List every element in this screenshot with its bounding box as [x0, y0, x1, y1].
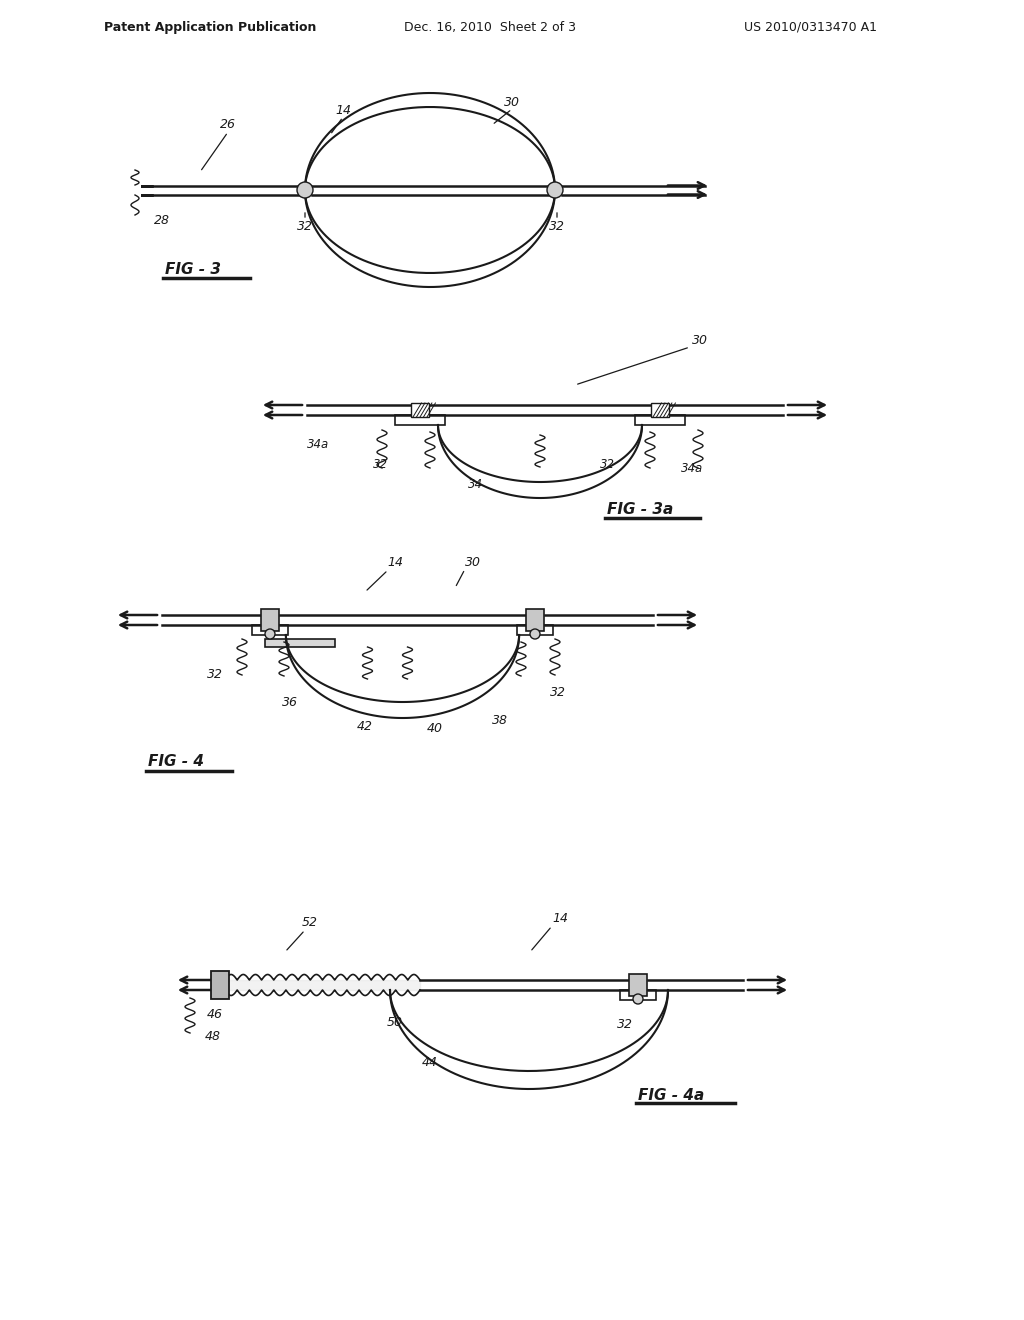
- Circle shape: [547, 182, 563, 198]
- Text: 42: 42: [357, 719, 373, 733]
- Bar: [651, 403, 669, 417]
- Text: 32: 32: [373, 458, 387, 470]
- Bar: [635, 414, 685, 425]
- Circle shape: [530, 630, 540, 639]
- Text: 44: 44: [422, 1056, 438, 1068]
- Text: 32: 32: [550, 685, 566, 698]
- Text: 14: 14: [335, 103, 351, 116]
- Bar: [252, 624, 288, 635]
- Bar: [411, 403, 429, 417]
- Text: 46: 46: [207, 1008, 223, 1022]
- Bar: [265, 639, 335, 647]
- Text: 50: 50: [387, 1015, 403, 1028]
- Text: US 2010/0313470 A1: US 2010/0313470 A1: [743, 21, 877, 33]
- Text: 26: 26: [220, 119, 236, 132]
- Text: Patent Application Publication: Patent Application Publication: [103, 21, 316, 33]
- Bar: [517, 624, 553, 635]
- Bar: [261, 609, 279, 631]
- Text: 48: 48: [205, 1031, 221, 1044]
- Text: 30: 30: [692, 334, 708, 346]
- Text: FIG - 3a: FIG - 3a: [607, 503, 673, 517]
- Circle shape: [265, 630, 275, 639]
- Bar: [629, 974, 647, 997]
- Text: 34: 34: [468, 478, 482, 491]
- Text: 38: 38: [492, 714, 508, 726]
- Text: FIG - 4a: FIG - 4a: [638, 1088, 705, 1102]
- Text: 36: 36: [282, 696, 298, 709]
- Text: FIG - 3: FIG - 3: [165, 263, 221, 277]
- Text: 32: 32: [297, 220, 313, 234]
- Circle shape: [633, 994, 643, 1005]
- Text: Dec. 16, 2010  Sheet 2 of 3: Dec. 16, 2010 Sheet 2 of 3: [404, 21, 575, 33]
- Text: 32: 32: [207, 668, 223, 681]
- Bar: [211, 972, 229, 999]
- Text: 32: 32: [617, 1019, 633, 1031]
- Text: 40: 40: [427, 722, 443, 735]
- Text: FIG - 4: FIG - 4: [148, 755, 204, 770]
- Bar: [526, 609, 544, 631]
- Text: 32: 32: [549, 220, 565, 234]
- Circle shape: [297, 182, 313, 198]
- Text: 14: 14: [552, 912, 568, 924]
- Text: 32: 32: [599, 458, 614, 470]
- Text: 34a: 34a: [307, 438, 329, 451]
- Text: 30: 30: [504, 95, 520, 108]
- Text: 14: 14: [387, 557, 403, 569]
- Bar: [395, 414, 445, 425]
- Text: 34a: 34a: [681, 462, 703, 474]
- Text: 28: 28: [154, 214, 170, 227]
- Text: 52: 52: [302, 916, 318, 928]
- Text: 30: 30: [465, 556, 481, 569]
- Bar: [620, 990, 656, 1001]
